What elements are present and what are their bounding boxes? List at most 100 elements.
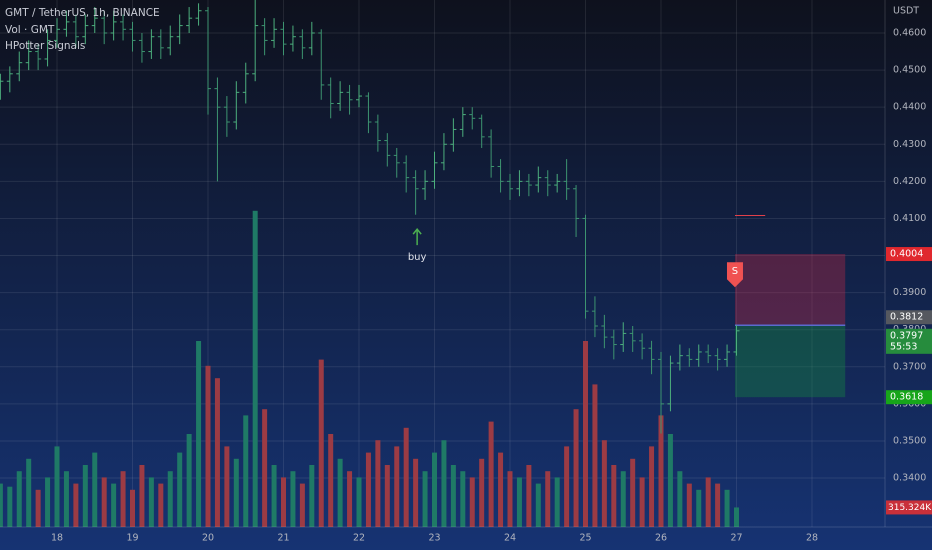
last-price-bg [886, 328, 932, 354]
volume-bar [686, 483, 692, 527]
volume-bar [356, 477, 362, 527]
volume-bar [554, 477, 560, 527]
volume-bar [450, 465, 456, 527]
volume-bar [582, 341, 588, 527]
volume-bar [545, 471, 551, 527]
volume-bar [73, 483, 79, 527]
volume-bar [224, 446, 230, 527]
y-tick-label: 0.4600 [893, 28, 926, 39]
y-tick-label: 0.4500 [893, 65, 926, 76]
x-tick-label: 22 [353, 533, 365, 544]
volume-bar [733, 507, 739, 527]
y-tick-label: 0.4300 [893, 139, 926, 150]
volume-bar [130, 489, 136, 527]
volume-bar [92, 452, 98, 527]
volume-bar [120, 471, 126, 527]
volume-bar [469, 477, 475, 527]
volume-bar [280, 477, 286, 527]
entry-price-label: 0.3812 [890, 312, 923, 323]
volume-bar [186, 434, 192, 527]
last-price-label: 0.3797 [890, 330, 923, 341]
volume-bar [705, 477, 711, 527]
target-price-label-bg [886, 390, 932, 405]
x-tick-label: 19 [126, 533, 138, 544]
volume-bar [299, 483, 305, 527]
volume-bar [696, 489, 702, 527]
x-tick-label: 28 [806, 533, 818, 544]
volume-bar [16, 471, 22, 527]
sell-flag [726, 262, 743, 288]
y-tick-label: 0.4200 [893, 176, 926, 187]
volume-bar [375, 440, 381, 527]
volume-bar [639, 477, 645, 527]
volume-bar [611, 465, 617, 527]
volume-bar [7, 486, 13, 527]
volume-bar [205, 365, 211, 527]
volume-bar [488, 421, 494, 527]
stop-zone [734, 254, 846, 326]
volume-bar [54, 446, 60, 527]
volume-bar [620, 471, 626, 527]
volume-bar [318, 359, 324, 527]
volume-bar [658, 415, 664, 527]
volume-bar [45, 477, 51, 527]
x-tick-label: 20 [202, 533, 214, 544]
volume-bar [26, 458, 32, 527]
volume-bar [601, 440, 607, 527]
volume-bar [667, 434, 673, 527]
x-tick-label: 24 [504, 533, 516, 544]
chart-title: GMT / TetherUS, 1h, BINANCE [5, 7, 160, 19]
volume-bar [384, 465, 390, 527]
volume-tag: 315.324K [888, 503, 932, 513]
volume-title: Vol · GMT [5, 24, 55, 36]
volume-bar [677, 471, 683, 527]
volume-bar [148, 477, 154, 527]
volume-bar [422, 471, 428, 527]
volume-bar [498, 452, 504, 527]
volume-bar [167, 471, 173, 527]
indicator-title: HPotter Signals [5, 40, 85, 52]
volume-bar [139, 465, 145, 527]
entry-price-label-bg [886, 310, 932, 325]
volume-bar [262, 409, 268, 527]
volume-bar [82, 465, 88, 527]
volume-bar [35, 489, 41, 527]
volume-bar [101, 477, 107, 527]
volume-bar [573, 409, 579, 527]
volume-bar [196, 341, 202, 527]
y-tick-label: 0.4400 [893, 102, 926, 113]
volume-bar [479, 458, 485, 527]
buy-arrow [412, 227, 422, 246]
y-tick-label: 0.3500 [893, 435, 926, 446]
x-tick-label: 18 [51, 533, 63, 544]
volume-bar [630, 458, 636, 527]
y-tick-label: 0.3900 [893, 287, 926, 298]
x-tick-label: 23 [428, 533, 440, 544]
volume-bar [724, 489, 730, 527]
volume-bar [403, 427, 409, 527]
volume-bar [158, 483, 164, 527]
volume-bar [516, 477, 522, 527]
volume-bar [347, 471, 353, 527]
y-tick-label: 0.3700 [893, 361, 926, 372]
volume-bar [526, 465, 532, 527]
stop-price-label: 0.4004 [890, 249, 923, 260]
volume-bar [535, 483, 541, 527]
signal-label: buy [408, 252, 427, 263]
volume-bar [252, 210, 258, 528]
volume-tag-bg [886, 500, 932, 515]
volume-bar [460, 471, 466, 527]
currency: USDT [893, 6, 919, 17]
volume-bar [394, 446, 400, 527]
volume-bar [365, 452, 371, 527]
y-tick-label: 0.4100 [893, 213, 926, 224]
volume-bar [271, 465, 277, 527]
volume-bar [507, 471, 513, 527]
volume-bar [441, 440, 447, 527]
volume-bar [337, 458, 343, 527]
volume-bar [214, 378, 220, 527]
volume-bar [177, 452, 183, 527]
